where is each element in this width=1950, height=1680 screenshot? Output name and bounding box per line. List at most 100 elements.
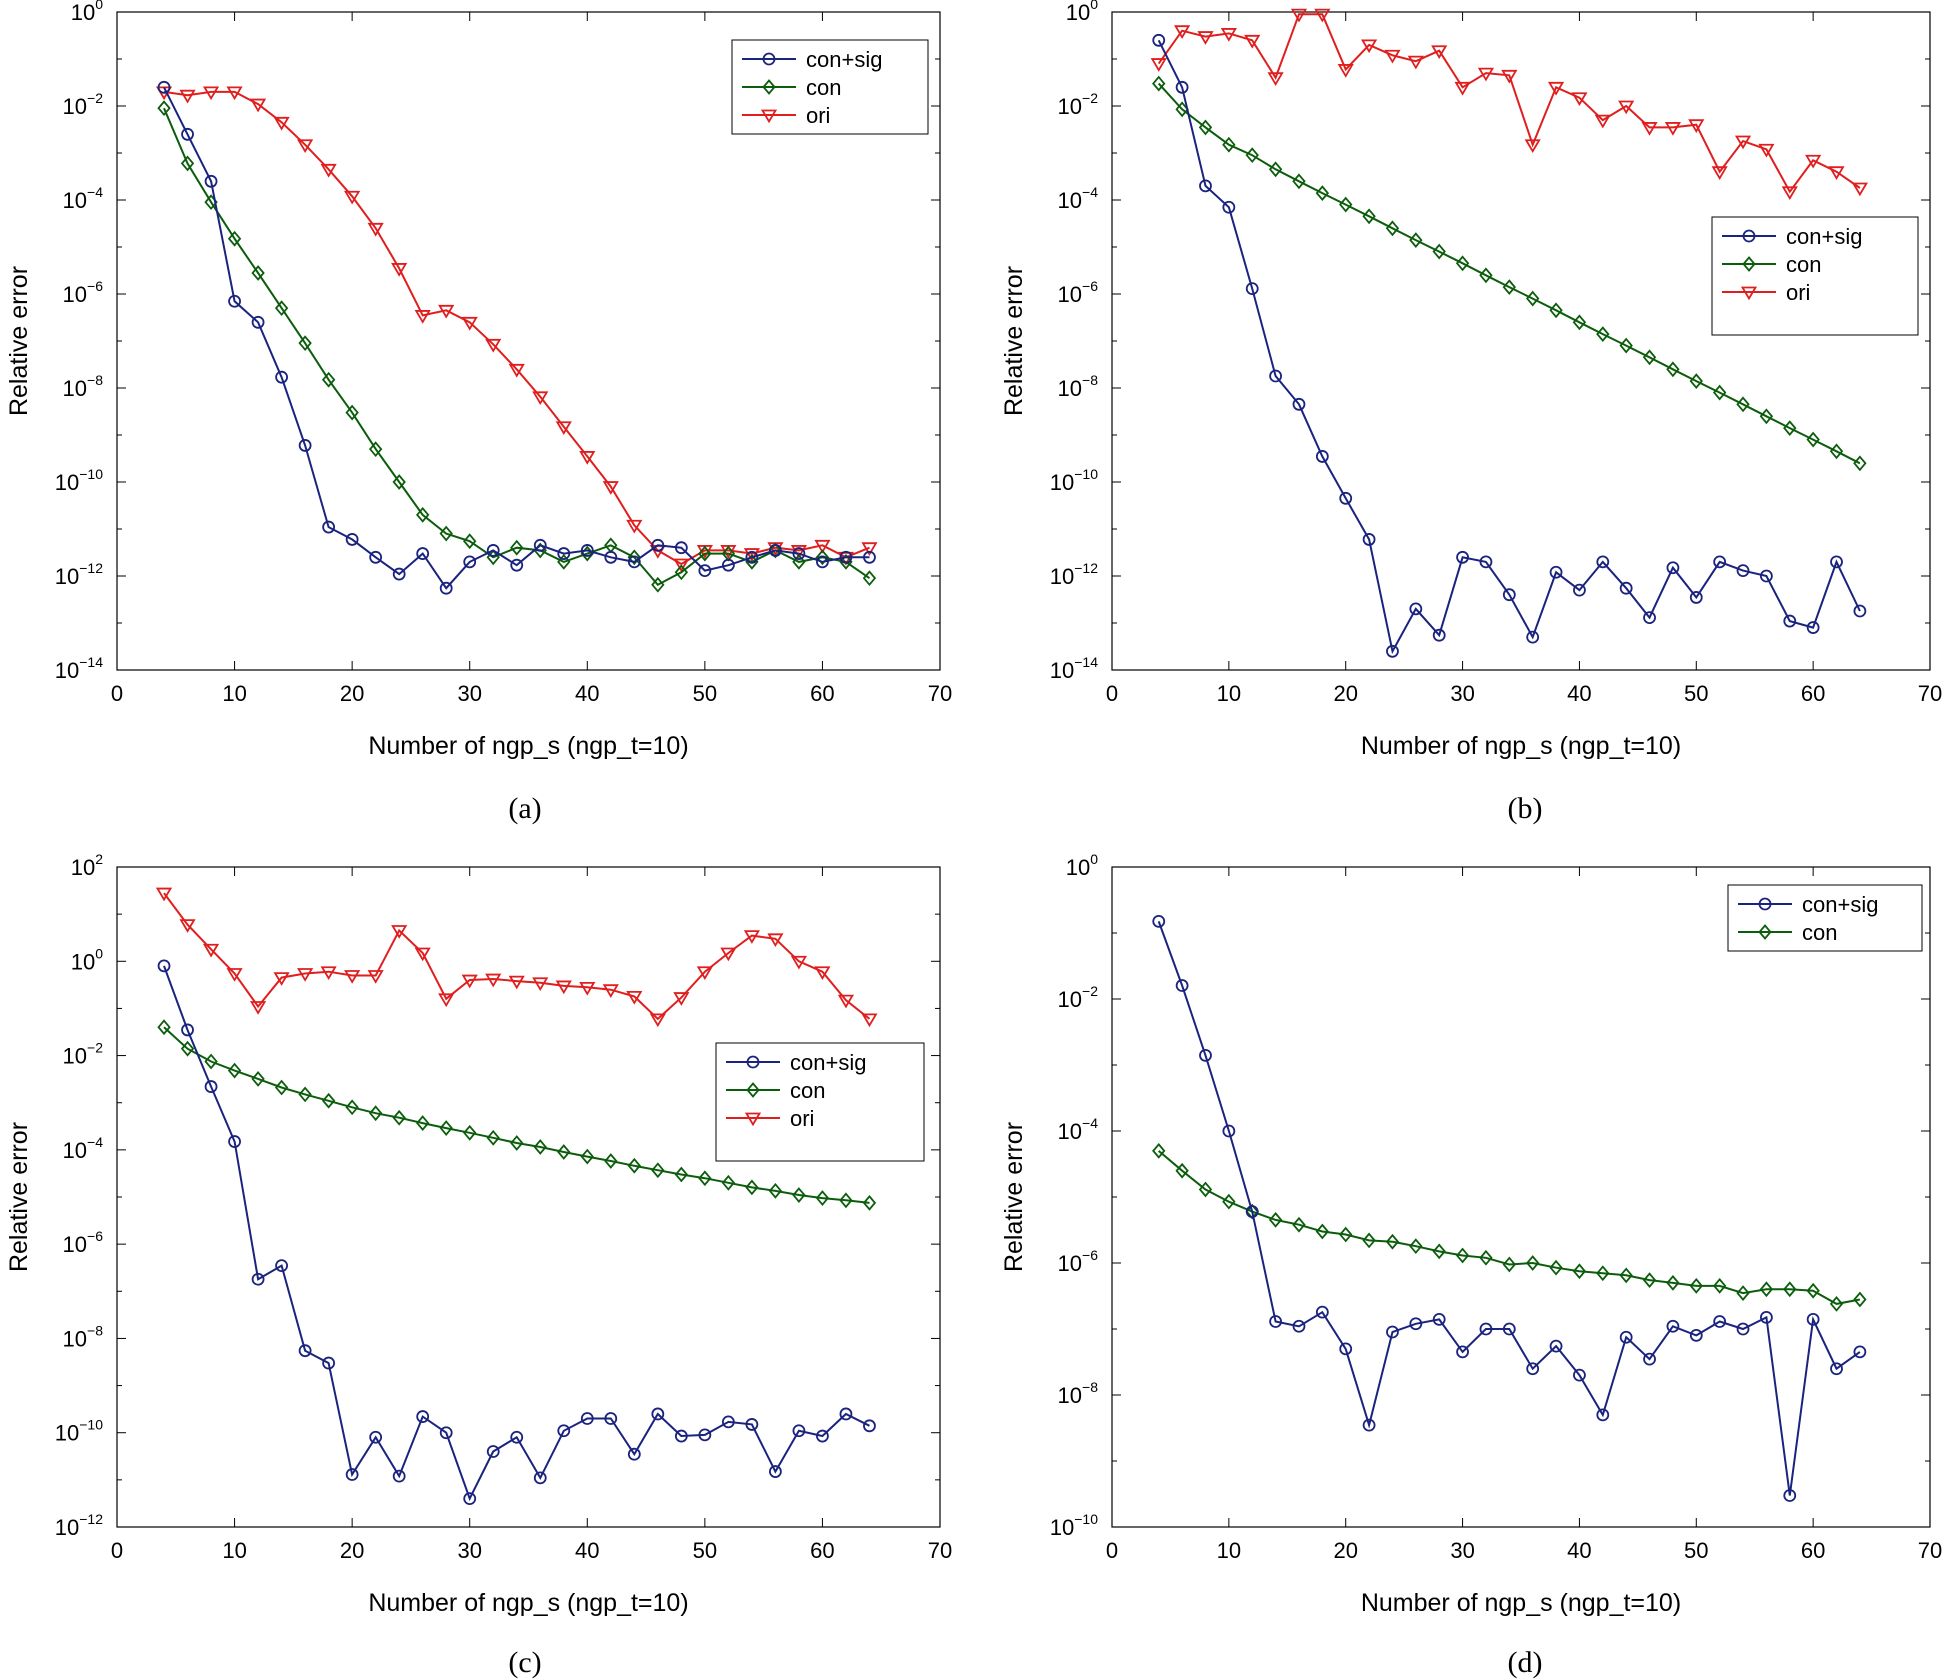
x-axis-label: Number of ngp_s (ngp_t=10) [1361, 1589, 1681, 1617]
legend-label-ori: ori [806, 103, 830, 128]
data-point-con [227, 1062, 242, 1079]
x-tick-label: 10 [1217, 681, 1241, 706]
y-tick-label: 10−10 [55, 1417, 103, 1446]
data-point-con-plus-sig [1689, 1328, 1703, 1342]
y-tick-label: 10−4 [1058, 184, 1099, 213]
legend-marker-con-plus-sig [1742, 229, 1756, 243]
data-point-con [321, 371, 336, 388]
data-point-con-plus-sig [1596, 1408, 1610, 1422]
legend-marker-con [1742, 256, 1756, 272]
data-point-ori [626, 519, 643, 534]
data-point-con-plus-sig [1549, 1339, 1563, 1353]
data-point-con-plus-sig [1222, 1124, 1236, 1138]
data-point-con [157, 1019, 171, 1036]
x-axis-label: Number of ngp_s (ngp_t=10) [1361, 732, 1681, 760]
data-point-con-plus-sig [1152, 33, 1166, 47]
legend-label-con-plus-sig: con+sig [806, 47, 882, 72]
data-point-ori [485, 338, 502, 353]
data-point-con [1479, 1249, 1493, 1266]
data-point-con-plus-sig [651, 538, 665, 552]
data-point-con [1339, 196, 1353, 213]
legend-marker-con-plus-sig [746, 1055, 760, 1069]
chart-panel-d: 0 10 20 30 40 50 60 70 10−10 10−8 10−6 10−4 10−2 100 N… [1000, 851, 1942, 1679]
data-point-ori [1688, 119, 1705, 133]
series-line-con [1157, 82, 1861, 465]
data-point-con [1292, 1216, 1306, 1233]
data-point-ori [1361, 39, 1378, 54]
data-point-con [180, 1040, 195, 1057]
data-point-ori [814, 539, 831, 554]
data-point-con [1666, 1274, 1680, 1291]
y-tick-label: 100 [71, 0, 103, 25]
series-line-ori [1157, 13, 1861, 194]
data-point-con-plus-sig [1479, 1322, 1493, 1336]
data-point-con [1385, 220, 1400, 237]
data-point-con-plus-sig [1409, 1317, 1423, 1331]
data-point-ori [344, 190, 361, 205]
data-point-con-plus-sig [1526, 1362, 1540, 1376]
data-point-ori [226, 86, 243, 101]
data-point-con [1829, 443, 1844, 460]
data-point-ori [673, 992, 690, 1006]
data-point-con [180, 155, 195, 172]
data-point-con [345, 1099, 359, 1116]
y-tick-label: 10−6 [63, 1228, 104, 1257]
data-point-con [745, 553, 759, 570]
legend-marker-con [762, 79, 776, 95]
x-axis-label: Number of ngp_s (ngp_t=10) [368, 732, 688, 760]
x-tick-label: 20 [1333, 681, 1357, 706]
data-point-con-plus-sig [510, 558, 524, 572]
data-point-con [698, 1170, 712, 1187]
data-point-con-plus-sig [1456, 550, 1469, 564]
y-tick-label: 10−2 [1058, 983, 1099, 1012]
data-point-con-plus-sig [181, 127, 194, 141]
data-point-ori [767, 933, 784, 948]
x-tick-label: 20 [340, 681, 364, 706]
data-point-con-plus-sig [1783, 1489, 1797, 1502]
data-point-con-plus-sig [792, 547, 806, 560]
y-tick-label: 10−2 [63, 1040, 104, 1069]
data-point-con [1245, 147, 1259, 164]
data-point-ori [155, 887, 173, 902]
data-point-con-plus-sig [228, 294, 241, 308]
data-point-ori [297, 139, 314, 153]
data-point-con [1666, 361, 1680, 378]
data-point-con [1783, 420, 1797, 437]
x-tick-label: 30 [1450, 1538, 1474, 1563]
data-point-ori [367, 222, 384, 237]
data-point-ori [1454, 81, 1471, 96]
y-tick-label: 10−6 [1058, 1247, 1099, 1276]
data-point-con [510, 1135, 524, 1151]
data-point-con-plus-sig [1853, 1345, 1867, 1359]
data-point-con [1549, 1259, 1563, 1276]
data-point-ori [1641, 122, 1658, 136]
data-point-ori [1337, 64, 1354, 78]
data-point-con-plus-sig [1573, 583, 1586, 597]
y-axis-label: Relative error [1000, 266, 1028, 416]
data-point-con [768, 1182, 783, 1199]
legend: con+sig con [1727, 884, 1923, 952]
y-tick-label: 10−6 [1058, 278, 1099, 307]
x-tick-label: 70 [1918, 681, 1942, 706]
data-point-ori [1501, 69, 1518, 84]
data-point-con [1712, 1277, 1727, 1294]
data-point-con-plus-sig [1502, 588, 1516, 602]
data-point-con-plus-sig [1666, 561, 1680, 575]
data-point-con [1409, 1238, 1423, 1255]
data-point-con-plus-sig [275, 370, 289, 384]
legend-label-ori: ori [790, 1106, 814, 1131]
data-point-con-plus-sig [1175, 80, 1189, 94]
data-point-ori [1571, 92, 1588, 106]
data-point-ori [438, 993, 455, 1008]
data-point-con [792, 1187, 806, 1203]
data-point-con-plus-sig [604, 1412, 618, 1425]
data-point-con [486, 1129, 500, 1146]
data-point-con-plus-sig [439, 1426, 453, 1440]
data-point-con-plus-sig [674, 1429, 688, 1443]
y-tick-label: 10−4 [1058, 1115, 1099, 1144]
data-point-ori [461, 316, 478, 331]
data-point-ori [226, 968, 243, 982]
data-point-con [745, 1179, 759, 1196]
data-point-ori [414, 947, 431, 962]
legend-label-con-plus-sig: con+sig [1802, 892, 1878, 917]
